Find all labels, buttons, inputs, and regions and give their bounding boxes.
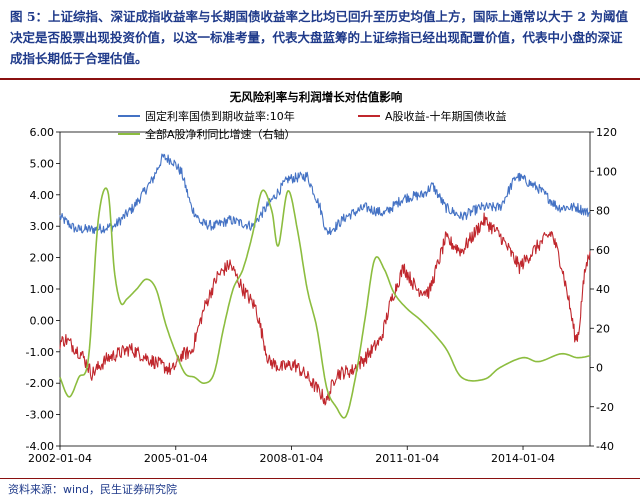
series-lines [59, 153, 591, 419]
legend-label-2: 全部A股净利同比增速（右轴） [145, 127, 296, 141]
right-tick-label: 80 [596, 205, 610, 218]
right-tick-label: 60 [596, 244, 610, 257]
series-line-2 [59, 187, 591, 419]
right-tick-label: 40 [596, 283, 610, 296]
left-tick-label: 2.00 [30, 252, 55, 265]
series-line-0 [59, 153, 591, 236]
x-tick-label: 2011-01-04 [375, 452, 439, 465]
left-tick-label: 5.00 [30, 157, 55, 170]
left-tick-label: 1.00 [30, 283, 55, 296]
left-tick-label: 4.00 [30, 189, 55, 202]
chart-title: 无风险利率与利润增长对估值影响 [229, 90, 403, 104]
left-tick-label: 0.00 [30, 314, 55, 327]
left-tick-label: 6.00 [30, 126, 55, 139]
left-tick-label: -2.00 [26, 377, 54, 390]
series-line-1 [59, 212, 591, 406]
source-note: 资料来源：wind，民生证券研究院 [8, 483, 178, 496]
left-axis-ticks: 6.00 5.00 4.00 3.00 2.00 1.00 0.00 -1.00 -2.00 -3… [26, 126, 60, 453]
right-tick-label: 0 [596, 362, 603, 375]
left-tick-label: -1.00 [26, 346, 54, 359]
right-tick-label: -20 [596, 401, 614, 414]
bottom-divider [0, 478, 640, 479]
right-axis-ticks: 120 100 80 60 40 20 0 -20 -40 [590, 126, 617, 453]
right-tick-label: -40 [596, 440, 614, 453]
x-axis-ticks: 2002-01-04 2005-01-04 2008-01-04 2011-01-04… [28, 446, 555, 465]
left-tick-label: -4.00 [26, 440, 54, 453]
left-tick-label: 3.00 [30, 220, 55, 233]
x-tick-label: 2002-01-04 [28, 452, 92, 465]
right-tick-label: 120 [596, 126, 617, 139]
left-tick-label: -3.00 [26, 409, 54, 422]
plot-frame [59, 131, 591, 447]
x-tick-label: 2008-01-04 [259, 452, 323, 465]
legend-label-0: 固定利率国债到期收益率:10年 [145, 109, 295, 123]
right-tick-label: 20 [596, 322, 610, 335]
top-divider [0, 78, 640, 80]
x-tick-label: 2014-01-04 [491, 452, 555, 465]
legend-label-1: A股收益-十年期国债收益 [385, 109, 507, 123]
x-tick-label: 2005-01-04 [144, 452, 208, 465]
right-tick-label: 100 [596, 165, 617, 178]
legend: 固定利率国债到期收益率:10年 A股收益-十年期国债收益全部A股净利同比增速（右轴… [118, 109, 507, 141]
figure-caption: 图 5：上证综指、深证成指收益率与长期国债收益率之比均已回升至历史均值上方，国际… [10, 9, 628, 66]
